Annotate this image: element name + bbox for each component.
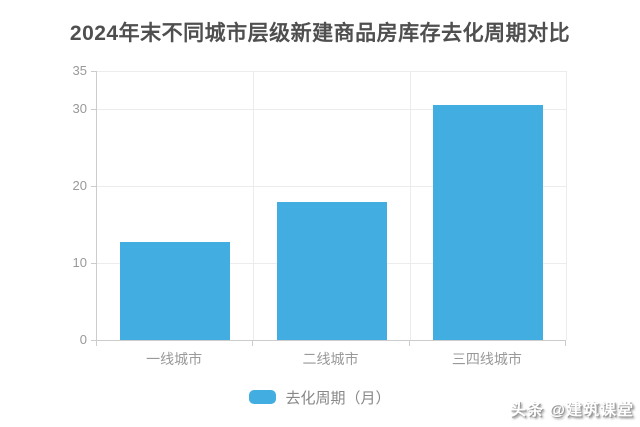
bar (120, 241, 231, 340)
gridline-horizontal (97, 109, 566, 111)
y-axis-tick (91, 340, 96, 341)
x-axis-tick (252, 341, 254, 346)
gridline-horizontal (97, 71, 566, 72)
legend: 去化周期（月） (0, 388, 640, 407)
y-axis-tick-label: 20 (72, 178, 87, 194)
bar (276, 201, 387, 340)
gridline-vertical (566, 71, 567, 340)
y-axis-tick (91, 186, 96, 188)
y-axis-tick (91, 71, 96, 72)
x-axis-label: 二线城市 (302, 351, 359, 367)
y-axis-tick (91, 109, 96, 111)
bar (432, 104, 543, 340)
gridline-vertical (253, 71, 255, 340)
plot-area (96, 71, 567, 341)
x-axis-tick (565, 341, 566, 346)
watermark: 头条 @建筑课堂 (509, 402, 634, 419)
gridline-vertical (409, 71, 411, 340)
x-axis-label: 三四线城市 (451, 351, 522, 367)
x-axis-tick (96, 341, 97, 346)
y-axis-tick-label: 10 (72, 255, 87, 271)
chart-title: 2024年末不同城市层级新建商品房库存去化周期对比 (69, 22, 571, 45)
gridline-horizontal (97, 186, 566, 188)
y-axis-tick-label: 35 (72, 63, 87, 78)
y-axis-tick-label: 30 (72, 101, 87, 117)
y-axis-tick-label: 0 (79, 332, 87, 347)
legend-label: 去化周期（月） (285, 389, 391, 407)
y-axis-tick (91, 263, 96, 265)
x-axis-label: 一线城市 (146, 351, 203, 367)
x-axis-tick (408, 341, 410, 346)
legend-swatch-icon (249, 390, 277, 404)
